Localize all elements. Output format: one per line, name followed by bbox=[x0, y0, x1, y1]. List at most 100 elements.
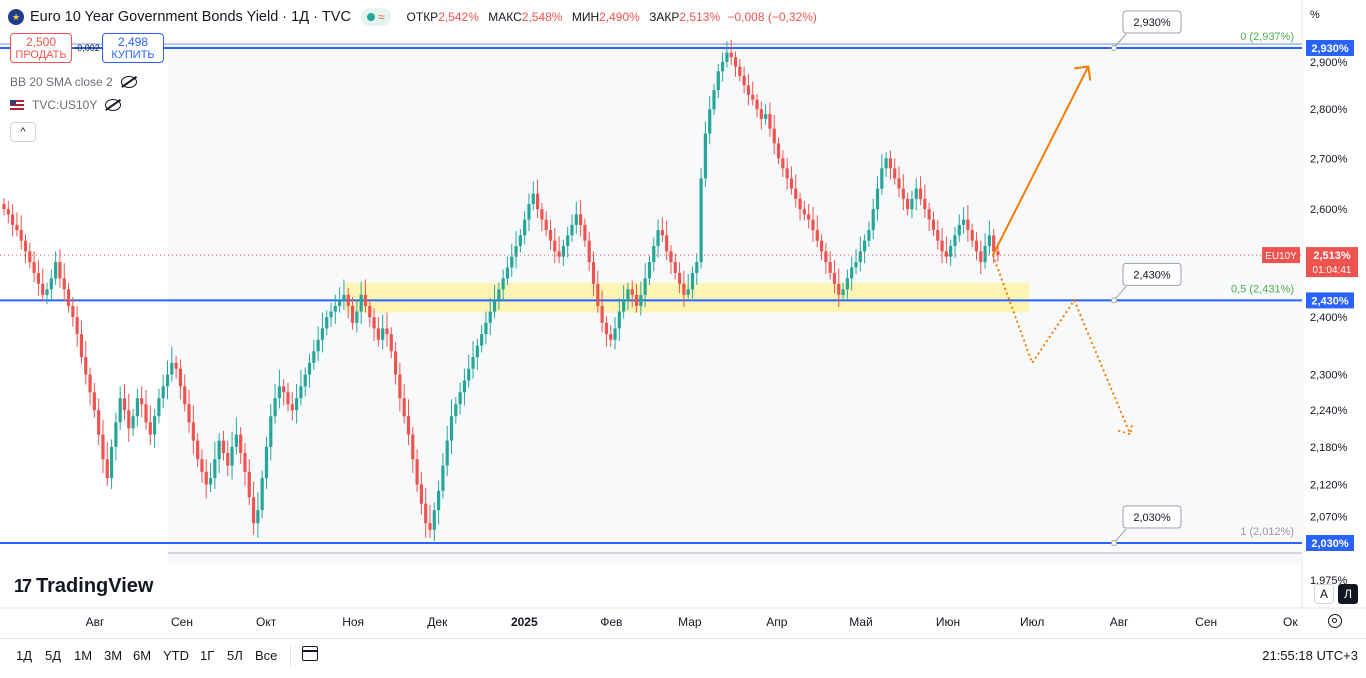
candle-body bbox=[669, 251, 673, 263]
toolbar-divider bbox=[290, 646, 291, 666]
axis-level-tag bbox=[1306, 40, 1354, 56]
candle-body bbox=[970, 230, 974, 241]
candle-body bbox=[544, 219, 548, 231]
candle-body bbox=[6, 209, 10, 215]
settings-gear-icon[interactable] bbox=[1328, 614, 1342, 628]
candle-body bbox=[729, 52, 733, 58]
last-price-tag bbox=[1306, 247, 1358, 278]
candle-body bbox=[299, 386, 303, 399]
candle-body bbox=[282, 386, 286, 393]
candle-body bbox=[751, 94, 755, 100]
x-tick-label: Авг bbox=[86, 615, 105, 629]
candle-body bbox=[828, 262, 832, 273]
axis-level-label: 2,030% bbox=[1311, 538, 1349, 550]
callout-label: 2,430% bbox=[1133, 269, 1171, 281]
clock[interactable]: 21:55:18 UTC+3 bbox=[1262, 648, 1358, 663]
market-status-badge[interactable]: ≈ bbox=[360, 8, 391, 26]
candle-body bbox=[454, 404, 458, 417]
candle-body bbox=[880, 168, 884, 189]
candle-body bbox=[62, 278, 66, 290]
callout-leader bbox=[1113, 286, 1127, 301]
buy-button[interactable]: 2,498 КУПИТЬ bbox=[102, 33, 164, 63]
indicator-compare[interactable]: TVC:US10Y bbox=[10, 98, 122, 112]
support-zone bbox=[345, 282, 1029, 313]
candle-body bbox=[789, 178, 794, 189]
fib-label: 1 (2,012%) bbox=[1240, 526, 1294, 538]
hidden-eye-icon[interactable] bbox=[120, 76, 137, 88]
candle-body bbox=[837, 283, 841, 295]
timeframe-ytd[interactable]: YTD bbox=[163, 648, 189, 663]
timeframe-1m[interactable]: 1М bbox=[74, 648, 93, 663]
candle-body bbox=[23, 240, 28, 252]
candle-body bbox=[92, 392, 96, 411]
timeframe-6m[interactable]: 6М bbox=[133, 648, 152, 663]
candle-body bbox=[514, 245, 518, 257]
symbol-title[interactable]: Euro 10 Year Government Bonds Yield · 1Д… bbox=[30, 9, 351, 25]
candle-body bbox=[449, 416, 454, 441]
candle-body bbox=[501, 278, 505, 290]
candle-body bbox=[213, 459, 217, 479]
candle-body bbox=[815, 230, 819, 241]
candle-body bbox=[196, 440, 200, 460]
x-tick-label: Ноя bbox=[342, 615, 364, 629]
candle-body bbox=[165, 374, 170, 387]
candle-body bbox=[135, 398, 139, 417]
indicator-bb[interactable]: BB 20 SMA close 2 bbox=[10, 75, 137, 89]
candle-body bbox=[475, 345, 479, 358]
candle-body bbox=[699, 178, 703, 263]
candle-body bbox=[372, 317, 376, 329]
candle-body bbox=[949, 245, 953, 257]
candle-body bbox=[733, 57, 738, 67]
candle-body bbox=[863, 240, 867, 252]
chart-header: ★ Euro 10 Year Government Bonds Yield · … bbox=[8, 6, 817, 28]
candle-body bbox=[346, 294, 350, 306]
candle-body bbox=[566, 235, 570, 246]
candle-body bbox=[36, 272, 41, 284]
candle-body bbox=[888, 158, 893, 169]
candle-body bbox=[359, 294, 363, 312]
candle-body bbox=[979, 251, 983, 263]
candle-body bbox=[940, 240, 944, 252]
auto-scale-button[interactable]: A bbox=[1314, 584, 1334, 604]
timeframe-1d[interactable]: 1Д bbox=[16, 648, 33, 663]
timeframe-5d[interactable]: 5Д bbox=[45, 648, 62, 663]
calendar-icon[interactable] bbox=[302, 646, 318, 661]
candle-body bbox=[204, 471, 208, 485]
candle-body bbox=[325, 317, 329, 329]
candle-body bbox=[424, 503, 428, 524]
log-scale-button[interactable]: Л bbox=[1338, 584, 1358, 604]
candle-body bbox=[961, 219, 966, 225]
timeframe-1y[interactable]: 1Г bbox=[200, 648, 215, 663]
candle-body bbox=[832, 272, 837, 284]
candle-body bbox=[79, 334, 84, 358]
candle-body bbox=[49, 278, 53, 290]
candle-body bbox=[854, 262, 858, 268]
candle-body bbox=[893, 168, 897, 179]
last-price-label: 2,513% bbox=[1313, 250, 1351, 262]
candle-body bbox=[66, 289, 71, 306]
candle-body bbox=[247, 471, 251, 498]
collapse-legend-button[interactable]: ^ bbox=[10, 122, 36, 142]
candle-body bbox=[630, 289, 634, 295]
fib-label: 0,5 (2,431%) bbox=[1231, 283, 1294, 295]
candle-body bbox=[148, 422, 152, 435]
candle-body bbox=[931, 219, 936, 231]
tradingview-logo[interactable]: 17 TradingView bbox=[14, 575, 154, 597]
hidden-eye-icon[interactable] bbox=[105, 99, 122, 111]
candle-body bbox=[178, 368, 183, 387]
candle-body bbox=[338, 300, 342, 306]
candle-body bbox=[579, 214, 583, 225]
candle-body bbox=[721, 61, 725, 72]
candle-body bbox=[54, 262, 58, 279]
y-tick-label: 2,400% bbox=[1310, 312, 1348, 324]
timeframe-5y[interactable]: 5Л bbox=[227, 648, 243, 663]
timeframe-all[interactable]: Все bbox=[255, 648, 278, 663]
timeframe-3m[interactable]: 3М bbox=[104, 648, 123, 663]
candle-body bbox=[350, 305, 355, 323]
sell-button[interactable]: 2,500 ПРОДАТЬ bbox=[10, 33, 72, 63]
candle-body bbox=[901, 188, 905, 199]
candle-body bbox=[28, 251, 32, 263]
x-tick-label: Сен bbox=[171, 615, 193, 629]
candle-body bbox=[385, 328, 389, 335]
